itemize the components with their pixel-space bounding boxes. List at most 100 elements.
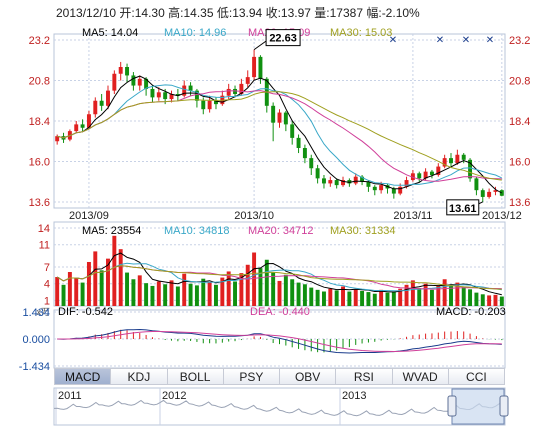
close-label: 收: bbox=[265, 6, 281, 20]
candle-body bbox=[468, 159, 473, 179]
price-tick-right: 20.8 bbox=[509, 76, 530, 88]
volume-tick: 11 bbox=[39, 240, 50, 252]
volume-value: 17387 bbox=[329, 6, 363, 20]
volume-bar bbox=[347, 291, 352, 306]
candle-body bbox=[163, 92, 168, 100]
volume-bar bbox=[360, 290, 365, 306]
volume-bar bbox=[252, 252, 257, 306]
price-tick-right: 18.4 bbox=[509, 116, 530, 128]
candle-body bbox=[182, 85, 187, 96]
volume-bar bbox=[169, 280, 174, 306]
candle-body bbox=[271, 105, 276, 123]
tab-wvad[interactable]: WVAD bbox=[392, 368, 449, 385]
candle-body bbox=[201, 100, 206, 110]
volume-legend-ma5: MA5: 23554 bbox=[82, 225, 141, 237]
candle-body bbox=[245, 77, 250, 84]
volume-bar bbox=[214, 284, 218, 306]
price-tick-left: 20.8 bbox=[29, 76, 50, 88]
price-tick-right: 13.6 bbox=[509, 197, 530, 209]
open-value: 14.30 bbox=[134, 6, 165, 20]
volume-bar bbox=[118, 249, 123, 306]
volume-bar bbox=[468, 289, 473, 306]
candle-body bbox=[487, 191, 492, 197]
tab-psy[interactable]: PSY bbox=[223, 368, 280, 385]
candle-body bbox=[341, 180, 345, 186]
price-tick-left: 23.2 bbox=[29, 35, 50, 47]
candle-body bbox=[296, 137, 301, 148]
candle-body bbox=[214, 100, 218, 105]
volume-bar bbox=[150, 285, 155, 306]
open-label: 开: bbox=[119, 6, 135, 20]
high-value: 14.35 bbox=[183, 6, 214, 20]
tab-macd[interactable]: MACD bbox=[54, 368, 112, 385]
volume-legend-ma30: MA30: 31334 bbox=[330, 225, 395, 237]
min-annotation-value: 13.61 bbox=[449, 203, 477, 215]
volume-bar bbox=[480, 294, 485, 306]
candle-body bbox=[379, 185, 384, 191]
overview-left-handle[interactable] bbox=[447, 395, 457, 417]
volume-tick: 4 bbox=[44, 279, 50, 291]
candle-body bbox=[366, 181, 371, 187]
candle-body bbox=[347, 180, 352, 184]
candle-body bbox=[321, 178, 326, 184]
candle-body bbox=[144, 78, 149, 89]
volume-bar bbox=[67, 272, 72, 306]
candle-body bbox=[334, 180, 339, 186]
quote-date: 2013/12/10 bbox=[56, 6, 117, 20]
candle-body bbox=[277, 112, 282, 123]
change-value: -2.10% bbox=[381, 6, 420, 20]
volume-bar bbox=[366, 292, 371, 306]
high-label: 高: bbox=[168, 6, 184, 20]
candle-body bbox=[461, 154, 466, 160]
volume-bar bbox=[245, 264, 250, 306]
candle-body bbox=[398, 186, 403, 194]
volume-bar bbox=[131, 279, 136, 306]
price-legend-ma10: MA10: 14.96 bbox=[164, 27, 226, 39]
min-annotation-box bbox=[446, 199, 480, 216]
price-ma5-line bbox=[57, 75, 503, 194]
volume-bar bbox=[74, 278, 79, 306]
close-value: 13.97 bbox=[280, 6, 311, 20]
candle-body bbox=[233, 88, 238, 94]
overview-right-handle[interactable] bbox=[499, 395, 509, 417]
volume-bar bbox=[283, 274, 288, 306]
volume-bar bbox=[182, 273, 187, 306]
tab-rsi[interactable]: RSI bbox=[336, 368, 393, 385]
volume-bar bbox=[353, 289, 358, 306]
volume-bar bbox=[328, 288, 333, 306]
volume-bar bbox=[194, 285, 199, 306]
overview-year-label: 2012 bbox=[162, 390, 186, 402]
overview-line bbox=[53, 399, 503, 417]
volume-bar bbox=[321, 291, 326, 306]
candle-body bbox=[309, 158, 314, 169]
indicator-tabs: MACD KDJ BOLL PSY OBV RSI WVAD CCI bbox=[54, 368, 505, 385]
volume-legend-ma20: MA20: 34712 bbox=[248, 225, 313, 237]
tab-kdj[interactable]: KDJ bbox=[111, 368, 168, 385]
candle-body bbox=[99, 100, 104, 106]
candle-body bbox=[360, 176, 365, 182]
volume-bar bbox=[398, 288, 403, 306]
volume-bar bbox=[163, 284, 168, 306]
candle-body bbox=[315, 168, 320, 179]
tab-cci[interactable]: CCI bbox=[448, 368, 505, 385]
volume-bar bbox=[99, 270, 104, 306]
low-label: 低: bbox=[216, 6, 233, 20]
price-x-tick: 2013/09 bbox=[69, 210, 109, 222]
candle-body bbox=[372, 186, 377, 191]
volume-bar bbox=[429, 289, 434, 306]
volume-tick: 14 bbox=[38, 223, 50, 235]
candle-body bbox=[125, 67, 130, 76]
volume-bar bbox=[55, 277, 60, 306]
candle-body bbox=[74, 124, 79, 132]
candle-body bbox=[80, 124, 85, 128]
candle-body bbox=[239, 83, 244, 94]
candle-body bbox=[150, 88, 155, 98]
candle-body bbox=[493, 190, 498, 192]
tab-obv[interactable]: OBV bbox=[280, 368, 337, 385]
tab-boll[interactable]: BOLL bbox=[167, 368, 224, 385]
volume-bar bbox=[226, 271, 231, 306]
volume-bar bbox=[455, 282, 460, 306]
volume-ma5-line bbox=[56, 252, 502, 296]
macd-legend-macd: MACD: -0.203 bbox=[436, 306, 506, 318]
candle-body bbox=[442, 158, 447, 167]
